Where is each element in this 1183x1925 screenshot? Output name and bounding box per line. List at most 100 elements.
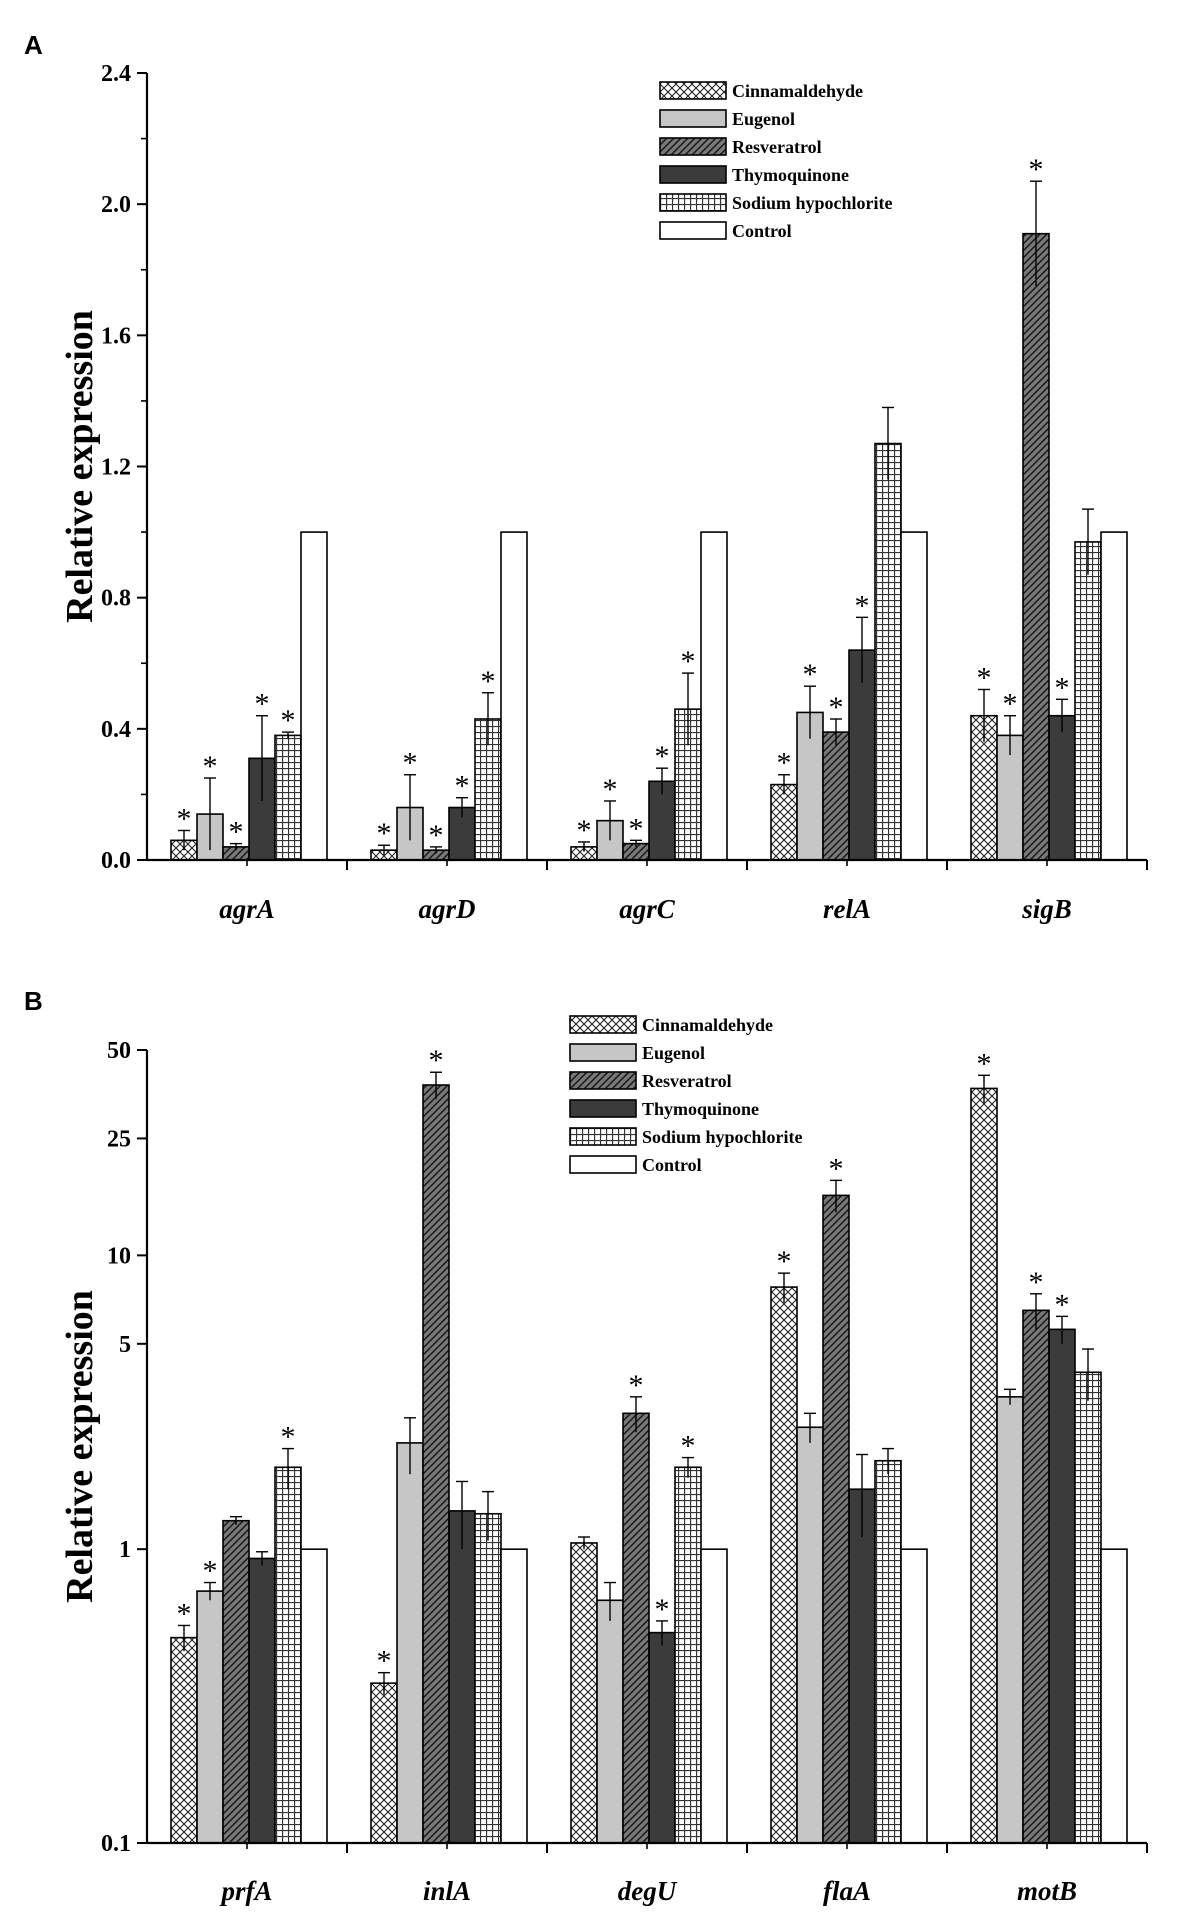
error-bar-a-agrd-cinnamaldehyde [378, 844, 390, 856]
significance-star: * [481, 665, 496, 698]
y-tick-label: 50 [107, 1038, 131, 1064]
significance-star: * [803, 658, 818, 691]
error-bar-b-degu-resveratrol [630, 1396, 642, 1433]
panel-a-letter: A [24, 30, 43, 60]
y-tick-label: 0.0 [101, 848, 131, 874]
error-bar-b-motb-resveratrol [1030, 1293, 1042, 1330]
legend-item-resveratrol: Resveratrol [659, 137, 822, 157]
panel-b: B * * * * * * * * * * * * * 0.1 1 5 10 25 50 prfA inlA degU f… [24, 986, 1148, 1906]
error-bar-b-motb-sodium-hypochlorite [1082, 1348, 1094, 1401]
legend-item-control: Control [659, 221, 792, 241]
significance-star: * [377, 1645, 392, 1678]
significance-star: * [977, 1047, 992, 1080]
bar-a-sigb-resveratrol [1022, 232, 1050, 861]
legend-swatch [659, 221, 727, 240]
legend-label: Eugenol [732, 109, 795, 129]
bar-b-motb-eugenol [996, 1396, 1024, 1844]
significance-star: * [577, 814, 592, 847]
bar-a-agrc-control [700, 531, 728, 861]
error-bar-a-sigb-sodium-hypochlorite [1082, 508, 1094, 575]
bar-b-flaa-eugenol [796, 1426, 824, 1844]
bar-a-rela-sodium-hypochlorite [874, 442, 902, 861]
y-tick-label: 5 [119, 1332, 131, 1358]
significance-star: * [681, 645, 696, 678]
error-bar-b-inla-thymoquinone [456, 1480, 468, 1550]
y-tick-label: 25 [107, 1126, 131, 1152]
significance-star: * [281, 1421, 296, 1454]
bar-b-degu-thymoquinone [648, 1631, 676, 1844]
bar-b-flaa-cinnamaldehyde [770, 1286, 798, 1844]
error-bar-a-sigb-eugenol [1004, 715, 1016, 756]
x-category-label-prfa: prfA [219, 1876, 272, 1906]
panel-a: A * * * * * * * * * * * * * * * * * * * * * * * 0.0 0.4 0.8 1.2 1.… [24, 30, 1148, 924]
error-bar-a-rela-resveratrol [830, 718, 842, 746]
error-bar-b-inla-eugenol [404, 1417, 416, 1475]
significance-star: * [281, 704, 296, 737]
legend-label: Sodium hypochlorite [642, 1127, 803, 1147]
legend-item-thymoquinone: Thymoquinone [569, 1099, 759, 1119]
error-bar-a-agra-eugenol [204, 777, 216, 851]
error-bar-a-agrc-sodium-hypochlorite [682, 672, 694, 746]
error-bar-a-agrc-thymoquinone [656, 767, 668, 795]
significance-star: * [655, 740, 670, 773]
error-bar-a-agra-thymoquinone [256, 715, 268, 801]
error-bar-b-degu-cinnamaldehyde [578, 1536, 590, 1550]
legend-item-thymoquinone: Thymoquinone [659, 165, 849, 185]
legend-swatch [569, 1099, 637, 1118]
bar-b-motb-cinnamaldehyde [970, 1087, 998, 1844]
error-bar-b-motb-eugenol [1004, 1388, 1016, 1405]
legend-swatch [569, 1043, 637, 1062]
significance-star: * [255, 688, 270, 721]
error-bar-b-prfa-resveratrol [230, 1515, 242, 1525]
significance-star: * [655, 1593, 670, 1626]
legend-swatch [659, 137, 727, 156]
bar-b-prfa-thymoquinone [248, 1557, 276, 1844]
bar-b-motb-resveratrol [1022, 1309, 1050, 1844]
bar-b-prfa-sodium-hypochlorite [274, 1466, 302, 1844]
legend-label: Control [732, 221, 792, 241]
bar-a-rela-control [900, 531, 928, 861]
y-tick-label: 1.2 [101, 455, 131, 481]
bar-a-sigb-thymoquinone [1048, 714, 1076, 861]
bar-a-sigb-sodium-hypochlorite [1074, 541, 1102, 861]
y-tick-label: 1 [119, 1537, 131, 1563]
y-tick-label: 1.6 [101, 323, 131, 349]
significance-star: * [429, 1044, 444, 1077]
significance-star: * [177, 1597, 192, 1630]
bar-b-inla-eugenol [396, 1442, 424, 1844]
significance-star: * [403, 747, 418, 780]
bar-a-agra-sodium-hypochlorite [274, 734, 302, 861]
legend-item-cinnamaldehyde: Cinnamaldehyde [659, 81, 863, 101]
significance-star: * [829, 1152, 844, 1185]
legend-swatch [569, 1071, 637, 1090]
significance-star: * [203, 1555, 218, 1588]
significance-star: * [1029, 153, 1044, 186]
x-category-label-flaa: flaA [823, 1876, 871, 1906]
error-bar-b-flaa-cinnamaldehyde [778, 1272, 790, 1303]
error-bar-a-agrd-resveratrol [430, 846, 442, 854]
significance-star: * [455, 770, 470, 803]
legend-swatch [569, 1127, 637, 1146]
error-bar-b-flaa-eugenol [804, 1412, 816, 1443]
significance-star: * [1055, 1288, 1070, 1321]
y-tick-label: 0.1 [101, 1831, 131, 1857]
bar-b-prfa-cinnamaldehyde [170, 1636, 198, 1844]
error-bar-a-sigb-thymoquinone [1056, 698, 1068, 733]
legend-item-cinnamaldehyde: Cinnamaldehyde [569, 1015, 773, 1035]
y-tick-label: 0.8 [101, 586, 131, 612]
error-bar-a-sigb-cinnamaldehyde [978, 688, 990, 742]
legend-item-sodium-hypochlorite: Sodium hypochlorite [659, 193, 893, 213]
bar-a-agra-control [300, 531, 328, 861]
error-bar-a-rela-thymoquinone [856, 616, 868, 683]
bar-b-degu-resveratrol [622, 1412, 650, 1844]
significance-star: * [1003, 688, 1018, 721]
bar-b-inla-control [500, 1548, 528, 1844]
legend-item-eugenol: Eugenol [659, 109, 795, 129]
significance-star: * [603, 773, 618, 806]
y-tick-label: 0.4 [101, 717, 131, 743]
error-bar-a-agrd-sodium-hypochlorite [482, 692, 494, 746]
y-axis-title: Relative expression [59, 1290, 101, 1603]
x-category-label-rela: relA [823, 894, 871, 924]
bar-a-agrd-control [500, 531, 528, 861]
